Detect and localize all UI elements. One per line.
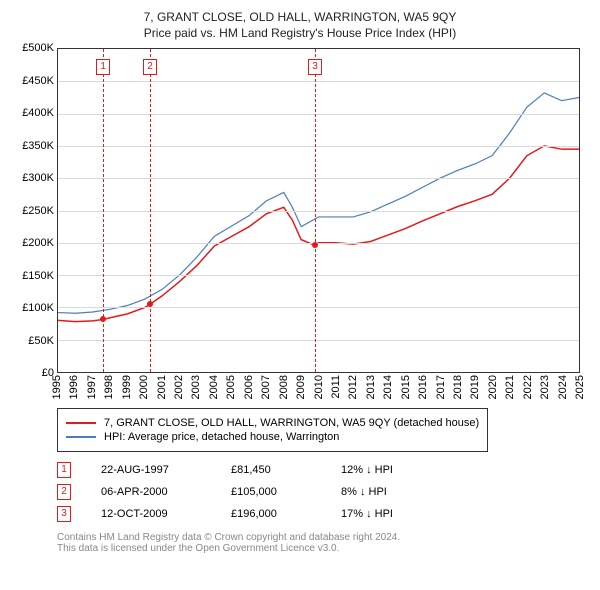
legend-item: 7, GRANT CLOSE, OLD HALL, WARRINGTON, WA…: [66, 417, 479, 429]
x-tick-label: 2009: [295, 375, 307, 399]
x-tick-label: 2002: [173, 375, 185, 399]
annotation-marker: 1: [96, 59, 110, 75]
x-tick-label: 2020: [487, 375, 499, 399]
x-tick-label: 2017: [435, 375, 447, 399]
annotation-diff: 12% ↓ HPI: [341, 464, 441, 476]
y-tick-label: £400K: [22, 107, 54, 119]
footer-line2: This data is licensed under the Open Gov…: [57, 543, 585, 554]
annotation-vline: [150, 49, 151, 372]
x-tick-label: 1995: [51, 375, 63, 399]
annotation-row: 3 12-OCT-2009£196,00017% ↓ HPI: [57, 506, 585, 522]
chart-area: £0£50K£100K£150K£200K£250K£300K£350K£400…: [15, 48, 580, 398]
annotation-number: 3: [57, 506, 71, 522]
x-tick-label: 2014: [382, 375, 394, 399]
y-tick-label: £200K: [22, 237, 54, 249]
series-line-price_paid: [58, 146, 579, 322]
gridline: [58, 178, 579, 179]
plot-area: 1 2 3: [57, 48, 580, 373]
annotation-dot: [312, 242, 318, 248]
annotation-price: £196,000: [231, 508, 341, 520]
legend-swatch: [66, 422, 96, 424]
y-tick-label: £250K: [22, 205, 54, 217]
x-tick-label: 2011: [330, 375, 342, 399]
x-tick-label: 2016: [417, 375, 429, 399]
x-tick-label: 2001: [156, 375, 168, 399]
x-tick-label: 2003: [190, 375, 202, 399]
legend-label: HPI: Average price, detached house, Warr…: [104, 431, 339, 443]
x-tick-label: 2018: [452, 375, 464, 399]
annotation-price: £81,450: [231, 464, 341, 476]
annotation-row: 2 06-APR-2000£105,0008% ↓ HPI: [57, 484, 585, 500]
x-tick-label: 2012: [347, 375, 359, 399]
x-tick-label: 2021: [504, 375, 516, 399]
gridline: [58, 114, 579, 115]
gridline: [58, 146, 579, 147]
annotation-vline: [103, 49, 104, 372]
annotation-diff: 17% ↓ HPI: [341, 508, 441, 520]
x-tick-label: 1996: [68, 375, 80, 399]
gridline: [58, 211, 579, 212]
annotation-table: 1 22-AUG-1997£81,45012% ↓ HPI 2 06-APR-2000…: [57, 462, 585, 522]
x-tick-label: 2000: [138, 375, 150, 399]
y-tick-label: £150K: [22, 270, 54, 282]
x-tick-label: 2025: [574, 375, 586, 399]
annotation-date: 06-APR-2000: [101, 486, 231, 498]
x-tick-label: 2019: [469, 375, 481, 399]
annotation-number: 1: [57, 462, 71, 478]
annotation-date: 22-AUG-1997: [101, 464, 231, 476]
y-tick-label: £500K: [22, 42, 54, 54]
series-line-hpi: [58, 93, 579, 313]
x-tick-label: 2007: [260, 375, 272, 399]
chart-container: 7, GRANT CLOSE, OLD HALL, WARRINGTON, WA…: [0, 0, 600, 590]
gridline: [58, 340, 579, 341]
y-tick-label: £350K: [22, 140, 54, 152]
x-tick-label: 2023: [539, 375, 551, 399]
annotation-dot: [147, 301, 153, 307]
footer-attribution: Contains HM Land Registry data © Crown c…: [57, 532, 585, 554]
y-axis-labels: £0£50K£100K£150K£200K£250K£300K£350K£400…: [15, 48, 57, 373]
title-line1: 7, GRANT CLOSE, OLD HALL, WARRINGTON, WA…: [15, 10, 585, 24]
gridline: [58, 275, 579, 276]
x-tick-label: 2010: [313, 375, 325, 399]
title-line2: Price paid vs. HM Land Registry's House …: [15, 26, 585, 40]
x-tick-label: 2013: [365, 375, 377, 399]
legend-swatch: [66, 436, 96, 438]
x-tick-label: 2024: [557, 375, 569, 399]
gridline: [58, 243, 579, 244]
x-tick-label: 2006: [243, 375, 255, 399]
annotation-marker: 2: [143, 59, 157, 75]
y-tick-label: £100K: [22, 302, 54, 314]
x-tick-label: 2005: [225, 375, 237, 399]
x-tick-label: 2015: [400, 375, 412, 399]
x-axis-labels: 1995199619971998199920002001200220032004…: [57, 373, 580, 398]
annotation-price: £105,000: [231, 486, 341, 498]
annotation-row: 1 22-AUG-1997£81,45012% ↓ HPI: [57, 462, 585, 478]
x-tick-label: 1998: [103, 375, 115, 399]
chart-title: 7, GRANT CLOSE, OLD HALL, WARRINGTON, WA…: [15, 10, 585, 40]
x-tick-label: 2008: [278, 375, 290, 399]
x-tick-label: 2004: [208, 375, 220, 399]
legend-item: HPI: Average price, detached house, Warr…: [66, 431, 479, 443]
x-tick-label: 1997: [86, 375, 98, 399]
gridline: [58, 307, 579, 308]
annotation-vline: [315, 49, 316, 372]
annotation-date: 12-OCT-2009: [101, 508, 231, 520]
legend: 7, GRANT CLOSE, OLD HALL, WARRINGTON, WA…: [57, 408, 488, 452]
x-tick-label: 1999: [121, 375, 133, 399]
gridline: [58, 81, 579, 82]
annotation-number: 2: [57, 484, 71, 500]
x-tick-label: 2022: [522, 375, 534, 399]
footer-line1: Contains HM Land Registry data © Crown c…: [57, 532, 585, 543]
y-tick-label: £450K: [22, 75, 54, 87]
annotation-marker: 3: [308, 59, 322, 75]
y-tick-label: £50K: [28, 335, 54, 347]
legend-label: 7, GRANT CLOSE, OLD HALL, WARRINGTON, WA…: [104, 417, 479, 429]
annotation-dot: [100, 316, 106, 322]
y-tick-label: £300K: [22, 172, 54, 184]
annotation-diff: 8% ↓ HPI: [341, 486, 441, 498]
